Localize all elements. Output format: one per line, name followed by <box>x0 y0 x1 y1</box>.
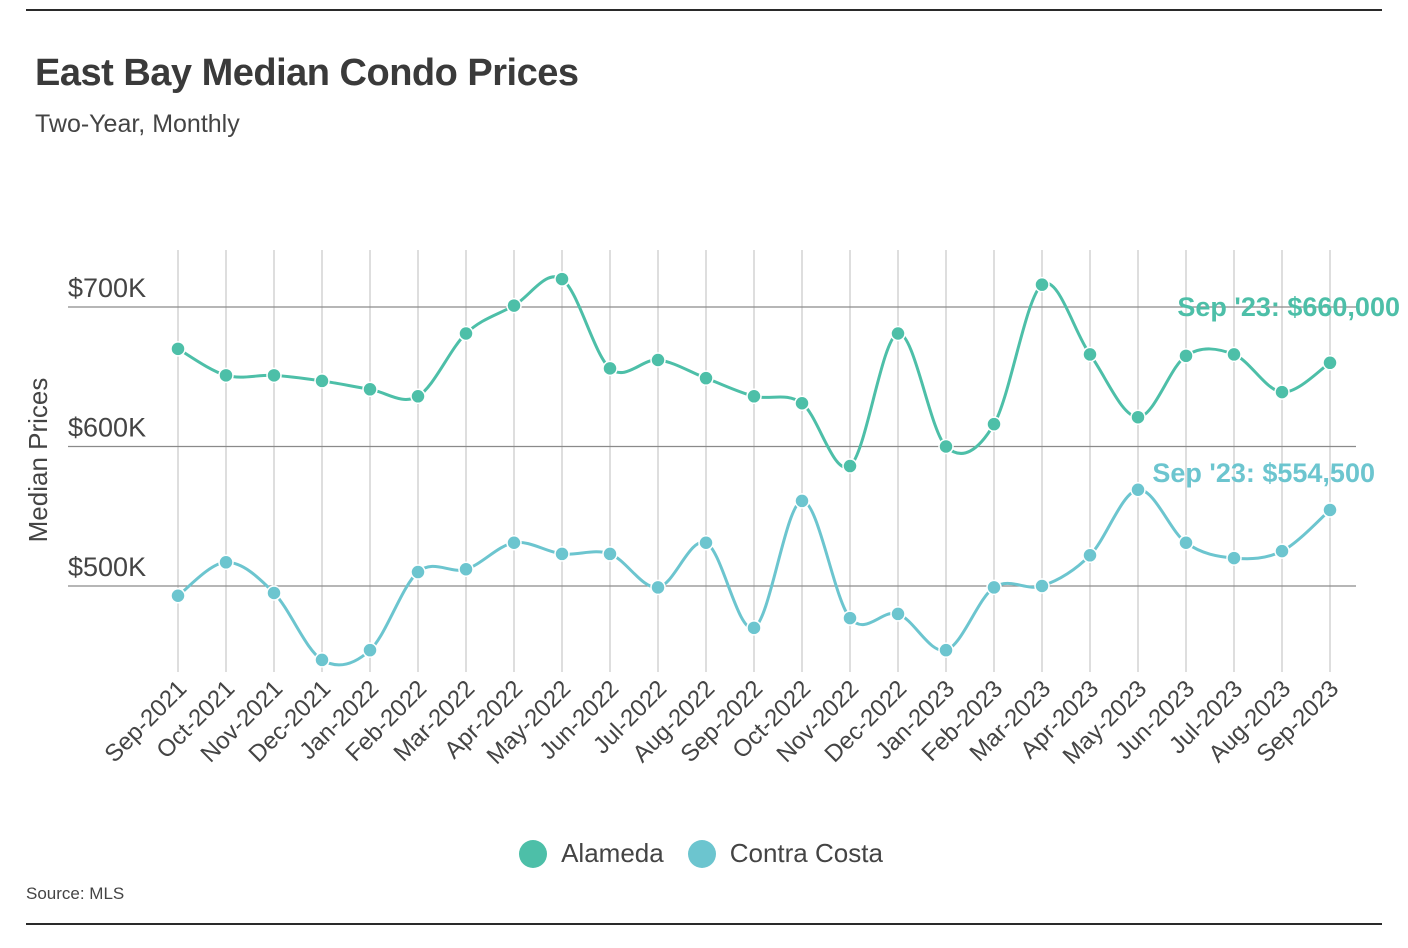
legend-label-alameda: Alameda <box>561 838 664 868</box>
legend-item-alameda: Alameda <box>519 838 664 869</box>
data-point-alameda <box>1034 276 1050 293</box>
y-tick-label: $700K <box>68 273 146 303</box>
data-point-alameda <box>266 367 282 384</box>
data-point-contra-costa <box>1226 550 1242 566</box>
data-point-alameda <box>506 297 522 314</box>
data-point-alameda <box>1274 384 1290 400</box>
chart-subtitle: Two-Year, Monthly <box>35 110 240 138</box>
data-point-contra-costa <box>1274 543 1290 559</box>
data-point-alameda <box>170 341 186 357</box>
data-point-alameda <box>1082 346 1098 363</box>
top-rule <box>26 9 1382 11</box>
data-point-contra-costa <box>1178 535 1194 551</box>
annotation-alameda: Sep '23: $660,000 <box>1177 292 1400 322</box>
data-point-contra-costa <box>170 588 186 604</box>
data-point-contra-costa <box>602 546 618 562</box>
data-point-contra-costa <box>650 579 666 596</box>
source-note: Source: MLS <box>26 884 125 903</box>
data-point-alameda <box>890 325 906 342</box>
data-point-alameda <box>842 458 858 474</box>
data-point-alameda <box>650 352 666 368</box>
data-point-contra-costa <box>506 535 522 551</box>
legend-label-contra-costa: Contra Costa <box>729 838 883 868</box>
annotation-contra-costa: Sep '23: $554,500 <box>1152 458 1375 488</box>
data-point-alameda <box>1226 346 1242 363</box>
data-point-contra-costa <box>1082 547 1098 564</box>
data-point-alameda <box>458 325 474 342</box>
data-point-contra-costa <box>698 535 714 551</box>
data-point-alameda <box>1178 348 1194 364</box>
data-point-contra-costa <box>986 579 1002 596</box>
data-point-alameda <box>1322 355 1338 371</box>
data-point-contra-costa <box>794 493 810 509</box>
data-point-alameda <box>698 370 714 386</box>
legend-swatch-contra-costa <box>687 839 716 868</box>
data-point-contra-costa <box>1322 502 1338 518</box>
data-point-contra-costa <box>458 561 474 578</box>
data-point-alameda <box>314 373 330 389</box>
data-point-contra-costa <box>266 585 282 601</box>
legend: Alameda Contra Costa <box>0 838 1408 869</box>
bottom-rule <box>26 923 1382 925</box>
y-axis-label: Median Prices <box>23 378 53 543</box>
legend-swatch-alameda <box>519 839 548 868</box>
chart-title: East Bay Median Condo Prices <box>35 52 579 94</box>
legend-item-contra-costa: Contra Costa <box>687 838 883 869</box>
data-point-contra-costa <box>410 564 426 580</box>
data-point-contra-costa <box>938 642 954 658</box>
data-point-contra-costa <box>218 554 234 571</box>
data-point-contra-costa <box>362 642 378 658</box>
data-point-contra-costa <box>746 620 762 636</box>
data-point-alameda <box>746 388 762 405</box>
data-point-contra-costa <box>842 610 858 626</box>
data-point-alameda <box>1130 409 1146 425</box>
data-point-alameda <box>938 438 954 455</box>
data-point-alameda <box>602 360 618 377</box>
data-point-alameda <box>218 367 234 384</box>
data-point-contra-costa <box>1034 578 1050 594</box>
y-tick-label: $600K <box>68 413 146 443</box>
data-point-contra-costa <box>554 546 570 562</box>
data-point-alameda <box>410 388 426 405</box>
data-point-contra-costa <box>890 606 906 622</box>
y-tick-label: $500K <box>68 552 146 582</box>
data-point-contra-costa <box>1130 481 1146 498</box>
data-point-alameda <box>986 416 1002 432</box>
data-point-contra-costa <box>314 652 330 668</box>
data-point-alameda <box>794 395 810 412</box>
data-point-alameda <box>362 381 378 398</box>
data-point-alameda <box>554 271 570 287</box>
